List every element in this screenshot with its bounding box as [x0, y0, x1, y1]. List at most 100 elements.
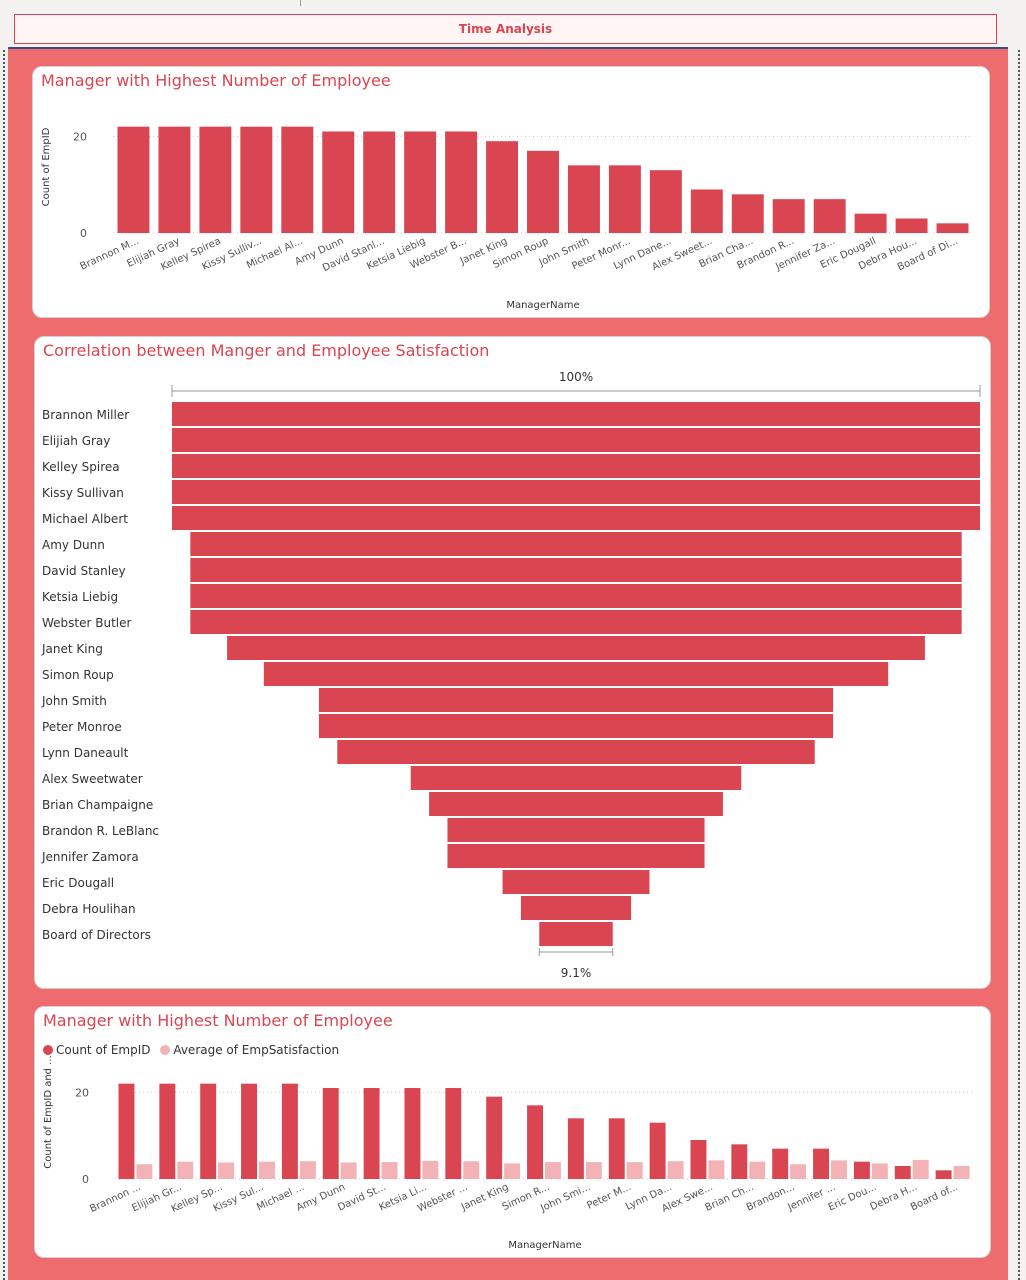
funnel-bar: [429, 792, 723, 816]
bar: [404, 131, 437, 233]
y-tick-label: 0: [82, 1173, 89, 1186]
y-tick-label: 20: [73, 130, 87, 143]
funnel-bar: [172, 402, 980, 426]
funnel-bar: [172, 428, 980, 452]
x-axis-label: ManagerName: [506, 300, 579, 311]
bar: [545, 1162, 561, 1179]
bar: [608, 165, 641, 233]
bar: [117, 126, 150, 233]
bar: [895, 218, 928, 233]
funnel-bar: [447, 818, 705, 842]
chart-card-funnel[interactable]: Correlation between Manger and Employee …: [34, 336, 991, 989]
funnel-category-label: Kissy Sullivan: [42, 486, 124, 500]
bar: [790, 1164, 807, 1179]
funnel-category-label: Jennifer Zamora: [41, 850, 139, 864]
chart-card-employees[interactable]: Manager with Highest Number of Employee …: [32, 66, 990, 318]
x-tick-label: Board of...: [909, 1182, 960, 1214]
bar: [118, 1083, 135, 1179]
bar: [831, 1160, 847, 1179]
bar: [136, 1164, 153, 1179]
legend-swatch-count: [43, 1045, 53, 1055]
bar: [608, 1118, 625, 1179]
bar: [708, 1160, 725, 1179]
bar: [159, 1083, 176, 1179]
bar: [853, 1161, 870, 1179]
funnel-bar: [190, 558, 962, 582]
legend-label-count: Count of EmpID: [56, 1043, 151, 1057]
bar: [463, 1161, 480, 1179]
funnel-category-label: John Smith: [41, 694, 107, 708]
funnel-category-label: Ketsia Liebig: [42, 590, 118, 604]
funnel-category-label: Brandon R. LeBlanc: [42, 824, 159, 838]
funnel-category-label: Brannon Miller: [42, 408, 129, 422]
bar: [649, 170, 682, 233]
bar: [690, 189, 723, 233]
chart-card-combined[interactable]: Manager with Highest Number of Employee …: [34, 1006, 991, 1258]
bar: [935, 1170, 952, 1179]
y-axis-label: Count of EmpID: [41, 127, 52, 206]
bar: [894, 1166, 911, 1179]
funnel-category-label: Simon Roup: [42, 668, 114, 682]
bar: [381, 1162, 398, 1179]
funnel-bar: [172, 480, 980, 504]
legend-swatch-satisfaction: [160, 1045, 171, 1055]
x-axis-label: ManagerName: [508, 1240, 581, 1251]
y-axis-label: Count of EmpID and ...: [43, 1055, 54, 1168]
funnel-category-label: Debra Houlihan: [42, 902, 136, 916]
bar: [322, 131, 355, 233]
bar: [749, 1161, 766, 1179]
bar: [772, 199, 805, 233]
funnel-category-label: Janet King: [41, 642, 103, 656]
funnel-bar: [410, 766, 742, 790]
bar: [486, 141, 519, 233]
y-tick-label: 20: [75, 1086, 89, 1099]
bar: [813, 1148, 829, 1179]
page-title: Time Analysis: [458, 22, 553, 36]
bar: [445, 131, 478, 233]
funnel-category-label: Brian Champaigne: [42, 798, 153, 812]
bar: [567, 165, 600, 233]
funnel-category-label: Michael Albert: [42, 512, 128, 526]
bar: [158, 126, 191, 233]
y-tick-label: 0: [80, 227, 87, 240]
bar: [404, 1088, 421, 1179]
bar: [445, 1088, 462, 1179]
page-border-right: [1018, 50, 1020, 1280]
funnel-bar: [172, 506, 980, 530]
bar: [649, 1122, 666, 1179]
bar: [281, 1083, 298, 1179]
satisfaction-funnel: Brannon Miller Elijiah Gray Kelley Spirea K…: [41, 370, 981, 980]
funnel-bar: [318, 688, 834, 712]
page-border-left: [3, 50, 5, 1280]
chart-title: Correlation between Manger and Employee …: [43, 341, 490, 360]
bar: [567, 1118, 584, 1179]
funnel-bar: [539, 922, 613, 946]
funnel-category-label: Kelley Spirea: [42, 460, 120, 474]
bar: [422, 1160, 439, 1179]
bar: [527, 1105, 543, 1179]
funnel-category-label: Eric Dougall: [42, 876, 114, 890]
bar: [626, 1162, 643, 1179]
bar: [322, 1088, 339, 1179]
funnel-bar: [337, 740, 815, 764]
page-header: Time Analysis: [14, 14, 997, 44]
bar: [731, 1144, 748, 1179]
bar: [953, 1166, 970, 1179]
bar: [731, 194, 764, 233]
bar: [199, 126, 232, 233]
funnel-bar: [190, 610, 962, 634]
combined-chart: Count of EmpID and ... ManagerName Brann…: [43, 1055, 973, 1251]
funnel-bar: [447, 844, 705, 868]
bar: [281, 126, 314, 233]
bar: [667, 1161, 684, 1179]
funnel-bar: [227, 636, 925, 660]
bar: [527, 150, 559, 233]
funnel-category-label: Alex Sweetwater: [42, 772, 143, 786]
bar: [854, 213, 887, 233]
bar: [218, 1162, 235, 1179]
funnel-bar: [520, 896, 632, 920]
bar: [486, 1096, 503, 1179]
employee-count-chart: Count of EmpID ManagerName Brannon M...E…: [41, 126, 973, 311]
funnel-bar: [263, 662, 889, 686]
